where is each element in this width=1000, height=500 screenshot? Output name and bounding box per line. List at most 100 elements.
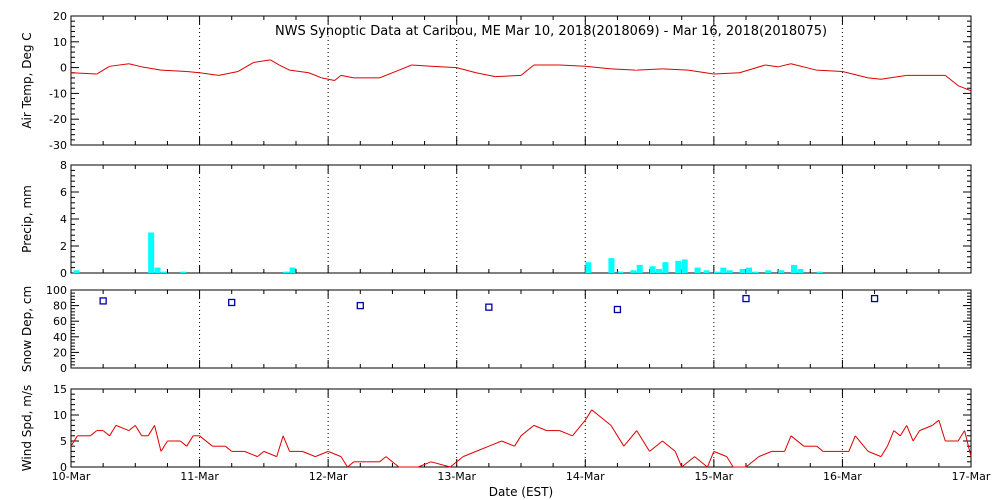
air-temp-line-segment (739, 64, 766, 74)
wind-speed-line-segment (964, 430, 972, 457)
air-temp-line-segment (128, 63, 142, 68)
wind-speed-line-segment (867, 450, 882, 458)
snow-depth-y-tick-label: 100 (46, 284, 67, 297)
air-temp-y-tick-label: -20 (49, 113, 67, 126)
air-temp-line-segment (279, 64, 290, 71)
air-temp-line-segment (379, 69, 400, 79)
air-temp-line-segment (321, 77, 335, 81)
wind-speed-line-segment (572, 419, 586, 437)
x-tick-label: 13-Mar (437, 470, 476, 483)
air-temp-line-segment (308, 72, 322, 79)
precip-bar (713, 271, 720, 273)
wind-speed-line-segment (475, 445, 490, 452)
precip-bar (726, 270, 733, 273)
snow-depth-marker (742, 294, 750, 303)
air-temp-line-segment (868, 77, 882, 80)
wind-speed-frame (70, 388, 972, 468)
wind-speed-line-segment (906, 425, 914, 442)
air-temp-line-segment (411, 64, 432, 67)
air-temp-line-segment (70, 72, 97, 75)
precip-bar (703, 270, 710, 273)
wind-speed-line-segment (282, 435, 291, 452)
air-temp-line-segment (790, 63, 817, 71)
wind-speed-line-segment (449, 456, 464, 468)
air-temp-line-segment (520, 64, 535, 76)
precip-y-tick-label: 4 (60, 213, 67, 226)
wind-speed-line-segment (462, 450, 477, 458)
precip-bar (148, 232, 155, 273)
precip-bar (752, 271, 759, 273)
wind-speed-y-tick-label: 10 (53, 409, 67, 422)
wind-speed-line-segment (257, 451, 265, 457)
precip-y-tick-label: 8 (60, 159, 67, 172)
wind-speed-line-segment (912, 430, 920, 442)
snow-depth-marker (870, 294, 879, 303)
wind-speed-line-segment (179, 440, 188, 447)
wind-speed-line-segment (102, 430, 110, 437)
wind-speed-line-segment (154, 425, 162, 452)
x-tick-label: 10-Mar (52, 470, 91, 483)
wind-speed-y-tick-label: 5 (60, 435, 67, 448)
precip-bar (739, 268, 746, 273)
wind-speed-line-segment (199, 435, 213, 447)
wind-speed-line-segment (244, 450, 258, 458)
snow-depth-marker (356, 301, 364, 310)
air-temp-line-segment (334, 74, 342, 81)
air-temp-line-segment (253, 59, 271, 63)
air-temp-line-segment (199, 72, 219, 76)
wind-speed-line-segment (899, 425, 908, 437)
precip-frame (70, 164, 972, 274)
air-temp-line-segment (610, 68, 637, 71)
air-temp-line-segment (456, 67, 477, 74)
wind-speed-line-segment (706, 451, 715, 468)
wind-speed-line-segment (109, 425, 117, 437)
wind-speed-line-segment (115, 424, 130, 432)
air-temp-line-segment (880, 74, 907, 80)
air-temp-line-segment (713, 72, 740, 75)
precip-bar (180, 271, 187, 273)
wind-speed-line-segment (501, 440, 515, 447)
air-temp-y-tick-label: -30 (49, 139, 67, 152)
wind-speed-line-segment (649, 440, 663, 452)
snow-depth-marker (99, 297, 107, 305)
x-tick-label: 12-Mar (309, 470, 348, 483)
snow-depth-y-tick-label: 60 (53, 315, 67, 328)
wind-speed-line-segment (302, 450, 316, 458)
wind-speed-line-segment (623, 430, 638, 447)
wind-speed-line-segment (347, 461, 355, 468)
wind-speed-line-segment (886, 430, 895, 447)
wind-speed-line-segment (417, 461, 432, 468)
precip-bar (636, 264, 643, 273)
precip-y-axis-label: Precip, mm (20, 185, 34, 253)
air-temp-line-segment (109, 63, 129, 67)
wind-speed-line-segment (919, 424, 933, 432)
wind-speed-y-axis-label: Wind Spd, m/s (20, 385, 34, 471)
wind-speed-line-segment (713, 450, 727, 458)
wind-speed-line-segment (745, 456, 760, 468)
wind-speed-line-segment (533, 424, 547, 432)
precip-bar (662, 262, 669, 273)
wind-speed-line-segment (938, 420, 946, 442)
snow-depth-marker (228, 298, 236, 307)
wind-speed-line-segment (674, 451, 683, 468)
x-tick-label: 16-Mar (823, 470, 862, 483)
air-temp-line-segment (944, 74, 959, 87)
precip-bar (608, 258, 615, 273)
precip-bar (720, 267, 727, 273)
air-temp-line-segment (289, 69, 309, 74)
air-temp-line-segment (237, 62, 254, 72)
precip-bar (694, 267, 701, 273)
precip-y-tick-label: 0 (60, 267, 67, 280)
air-temp-line-segment (430, 65, 457, 69)
wind-speed-line-segment (854, 435, 869, 452)
wind-speed-line-segment (379, 456, 387, 463)
air-temp-y-tick-label: 10 (53, 36, 67, 49)
x-tick-label: 11-Mar (180, 470, 219, 483)
air-temp-line-segment (270, 59, 280, 66)
air-temp-line-segment (340, 74, 354, 79)
chart-title: NWS Synoptic Data at Caribou, ME Mar 10,… (275, 24, 827, 39)
air-temp-line-segment (636, 68, 663, 71)
wind-speed-line-segment (514, 435, 522, 447)
air-temp-y-tick-label: -10 (49, 87, 67, 100)
